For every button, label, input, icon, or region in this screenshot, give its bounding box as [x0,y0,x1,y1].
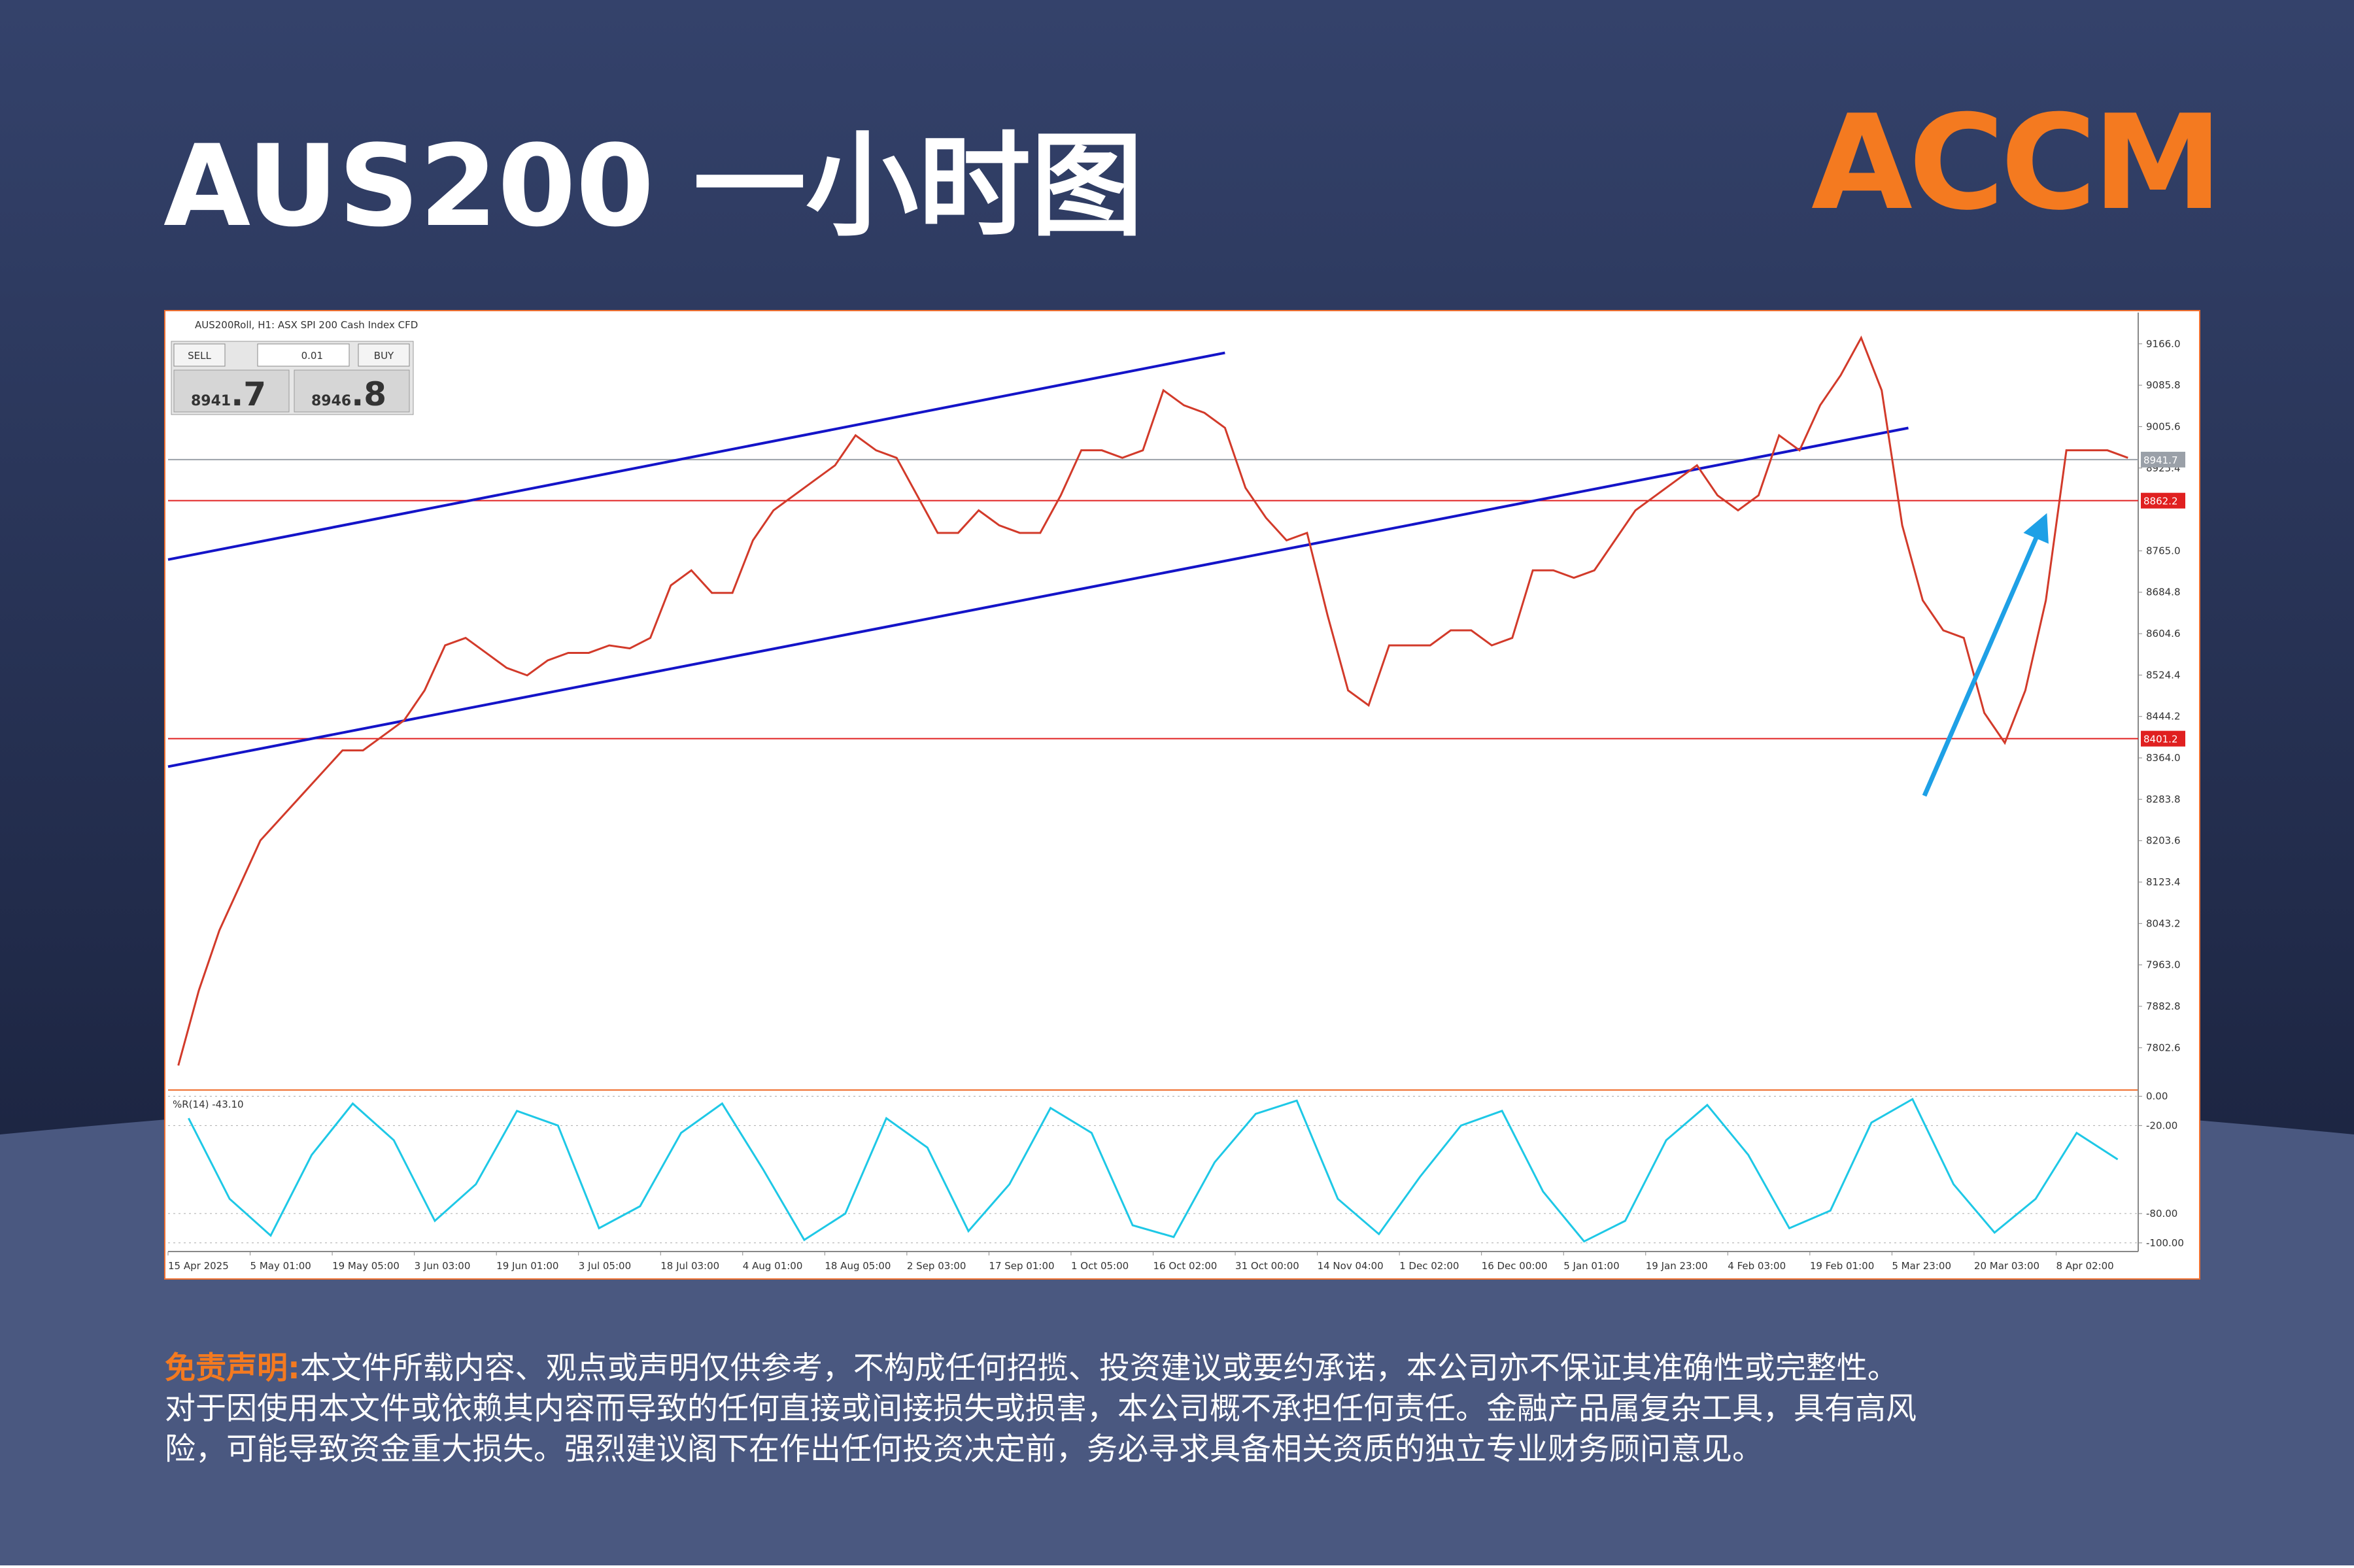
y-tick-label: 8524.4 [2146,669,2181,681]
x-tick-label: 31 Oct 00:00 [1235,1260,1299,1272]
data-line [188,1097,2119,1243]
sell-price-main: 8941 [191,393,231,409]
sell-price-pip: .7 [231,375,266,413]
y-tick-label: 8043.2 [2146,917,2181,929]
disclaimer-line: 免责声明:本文件所载内容、观点或声明仅供参考，不构成任何招揽、投资建议或要约承诺… [165,1350,1898,1386]
x-tick-label: 20 Mar 03:00 [1974,1260,2039,1272]
y-tick-label: 7802.6 [2146,1042,2181,1053]
x-tick-label: 4 Aug 01:00 [743,1260,803,1272]
x-tick-label: 2 Sep 03:00 [907,1260,966,1272]
y-tick-label: 9085.8 [2146,379,2181,391]
trendline [167,426,1909,768]
x-tick-label: 16 Dec 00:00 [1482,1260,1548,1272]
sell-price: 8941.7 [191,375,266,413]
y-tick-label: 9166.0 [2146,338,2181,350]
y-tick-label: 8203.6 [2146,835,2181,847]
chart-title: %R(14) -43.10 [173,1099,244,1110]
x-tick-label: 17 Sep 01:00 [989,1260,1054,1272]
x-tick-label: 5 Jan 01:00 [1563,1260,1619,1272]
x-tick-label: 15 Apr 2025 [168,1260,229,1272]
sell-label[interactable]: SELL [188,350,211,362]
x-tick-label: 4 Feb 03:00 [1728,1260,1786,1272]
level-tag [2141,730,2185,747]
level-label: 8401.2 [2143,734,2178,745]
level-label: 8941.7 [2143,454,2178,466]
y-tick-label: -80.00 [2146,1208,2177,1219]
y-tick-label: 8123.4 [2146,876,2181,888]
chart-panel [164,310,2200,1280]
data-line [177,335,2128,1066]
y-tick-label: 7963.0 [2146,959,2181,971]
buy-button[interactable] [358,343,410,367]
page-title: AUS200 一小时图 [163,120,1143,252]
logo: ACCM [1811,87,2219,239]
x-tick-label: 1 Oct 05:00 [1071,1260,1129,1272]
x-tick-label: 18 Jul 03:00 [660,1260,719,1272]
x-tick-label: 3 Jul 05:00 [579,1260,631,1272]
buy-price-pip: .8 [351,375,386,413]
y-tick-label: 8444.2 [2146,711,2181,723]
y-tick-label: 8684.8 [2146,587,2181,598]
x-tick-label: 16 Oct 02:00 [1153,1260,1218,1272]
disclaimer-text: 本文件所载内容、观点或声明仅供参考，不构成任何招揽、投资建议或要约承诺，本公司亦… [300,1350,1898,1386]
x-tick-label: 18 Aug 05:00 [825,1260,891,1272]
y-tick-label: 8765.0 [2146,545,2181,556]
disclaimer-line: 险，可能导致资金重大损失。强烈建议阁下在作出任何投资决定前，务必寻求具备相关资质… [165,1431,1763,1467]
x-tick-label: 1 Dec 02:00 [1399,1260,1459,1272]
x-tick-label: 19 Jun 01:00 [496,1260,558,1272]
x-tick-label: 19 May 05:00 [332,1260,400,1272]
level-label: 8862.2 [2143,496,2178,507]
sell-quote[interactable] [173,369,290,413]
buy-quote[interactable] [294,369,410,413]
level-tag [2141,492,2185,509]
sell-button[interactable] [173,343,226,367]
x-tick-label: 8 Apr 02:00 [2056,1260,2113,1272]
y-tick-label: 8604.6 [2146,628,2181,639]
y-tick-label: -100.00 [2146,1237,2184,1249]
x-tick-label: 5 May 01:00 [250,1260,311,1272]
y-tick-label: 8364.0 [2146,752,2181,764]
y-tick-label: 7882.8 [2146,1000,2181,1012]
buy-label[interactable]: BUY [374,350,394,362]
x-tick-label: 5 Mar 23:00 [1892,1260,1951,1272]
y-tick-label: 8283.8 [2146,793,2181,805]
disclaimer-line: 对于因使用本文件或依赖其内容而导致的任何直接或间接损失或损害，本公司概不承担任何… [165,1391,1917,1427]
lot-value[interactable]: 0.01 [301,350,323,362]
level-tag [2141,451,2185,468]
trade-panel: SELL 0.01 BUY 8941.7 8946.8 [171,341,414,415]
x-tick-label: 3 Jun 03:00 [415,1260,471,1272]
x-tick-label: 14 Nov 04:00 [1318,1260,1384,1272]
x-tick-label: 19 Feb 01:00 [1810,1260,1874,1272]
y-tick-label: 0.00 [2146,1090,2168,1102]
x-tick-label: 19 Jan 23:00 [1646,1260,1708,1272]
y-tick-label: -20.00 [2146,1119,2177,1131]
lot-input[interactable] [257,343,350,367]
buy-price-main: 8946 [311,393,351,409]
trend-arrow [1922,513,2049,797]
trendline [167,351,1225,561]
chart-title: AUS200Roll, H1: ASX SPI 200 Cash Index C… [195,319,418,331]
y-tick-label: 9005.6 [2146,420,2181,432]
buy-price: 8946.8 [311,375,386,413]
disclaimer-label: 免责声明: [165,1350,300,1386]
